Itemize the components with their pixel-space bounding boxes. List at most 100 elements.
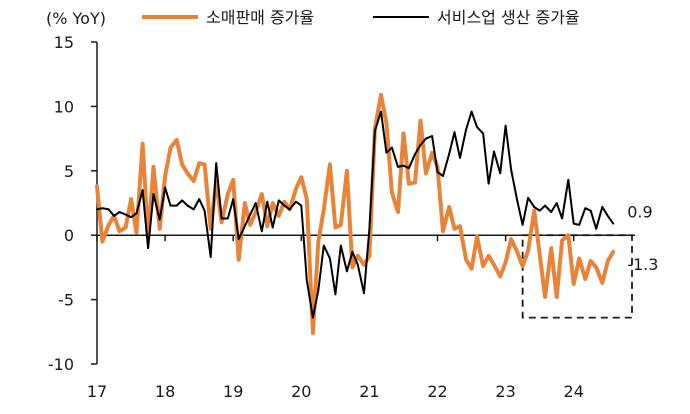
data-point xyxy=(130,216,132,218)
data-point xyxy=(152,166,155,168)
data-point xyxy=(232,179,234,181)
data-point xyxy=(244,202,246,204)
data-point xyxy=(601,282,603,284)
data-point xyxy=(453,228,456,230)
data-point xyxy=(459,225,461,227)
data-point xyxy=(159,228,161,230)
data-point xyxy=(414,181,416,183)
data-point xyxy=(522,224,524,226)
data-point xyxy=(306,198,308,200)
x-tick-label: 21 xyxy=(359,382,379,401)
end-value-annotations: 0.9 -1.3 xyxy=(627,203,658,274)
data-point xyxy=(488,183,490,185)
data-point xyxy=(493,150,495,153)
data-point xyxy=(505,125,507,127)
data-point xyxy=(193,208,195,210)
data-point xyxy=(323,208,325,210)
data-point xyxy=(255,211,257,213)
data-point xyxy=(334,226,336,229)
data-point xyxy=(300,205,302,207)
data-point xyxy=(391,147,393,149)
data-point xyxy=(249,214,251,216)
x-tick-label: 24 xyxy=(564,382,584,401)
data-point xyxy=(607,260,609,262)
data-point xyxy=(425,138,427,140)
data-point xyxy=(187,205,189,207)
data-point xyxy=(272,202,274,204)
data-point xyxy=(368,255,370,257)
data-point xyxy=(118,211,121,213)
data-point xyxy=(607,215,609,217)
data-point xyxy=(181,199,183,201)
data-point xyxy=(278,215,280,217)
data-point xyxy=(125,226,127,229)
data-point xyxy=(368,228,370,230)
data-point xyxy=(176,139,178,141)
data-point xyxy=(471,268,473,270)
data-point xyxy=(238,259,240,261)
data-point xyxy=(573,223,575,225)
data-point xyxy=(584,278,586,280)
data-point xyxy=(595,266,597,268)
data-point xyxy=(419,120,422,122)
data-point xyxy=(578,224,580,226)
data-point xyxy=(380,94,382,96)
data-point xyxy=(135,212,138,214)
data-point xyxy=(312,332,314,334)
data-point xyxy=(425,172,427,174)
data-point xyxy=(453,131,456,133)
data-point xyxy=(380,111,382,113)
data-point xyxy=(142,189,144,191)
data-point xyxy=(408,183,410,185)
data-point xyxy=(351,266,353,268)
data-point xyxy=(556,296,558,298)
data-point xyxy=(402,165,405,167)
data-point xyxy=(152,193,155,195)
data-point xyxy=(323,244,325,247)
x-tick-label: 23 xyxy=(495,382,515,401)
data-point xyxy=(96,208,98,210)
data-point xyxy=(227,217,229,220)
data-point xyxy=(317,290,319,292)
y-tick-label: 15 xyxy=(54,33,74,52)
data-point xyxy=(357,264,359,266)
x-tick-label: 19 xyxy=(223,382,243,401)
data-point xyxy=(221,217,223,220)
data-point xyxy=(573,283,575,285)
data-point xyxy=(612,251,614,253)
data-point xyxy=(374,130,376,132)
data-point xyxy=(176,205,178,207)
data-point xyxy=(210,228,212,230)
data-point xyxy=(125,214,127,216)
data-point xyxy=(601,206,603,208)
data-point xyxy=(346,270,348,272)
data-point xyxy=(516,251,518,253)
x-tick-label: 18 xyxy=(155,382,175,401)
data-point xyxy=(595,228,597,230)
data-point xyxy=(567,179,569,181)
data-point xyxy=(289,208,291,210)
data-point xyxy=(357,255,359,257)
data-point xyxy=(266,201,268,203)
data-point xyxy=(108,224,110,226)
data-point xyxy=(210,256,212,258)
data-point xyxy=(108,208,110,210)
data-point xyxy=(385,122,387,124)
data-point xyxy=(408,167,410,169)
end-value-label: 0.9 xyxy=(627,203,652,222)
data-point xyxy=(204,163,206,165)
data-point xyxy=(261,230,263,232)
data-point xyxy=(193,180,195,182)
data-point xyxy=(561,239,563,241)
data-point xyxy=(442,230,444,232)
data-point xyxy=(113,215,115,217)
data-point xyxy=(317,241,319,243)
legend: 소매판매 증가율 서비스업 생산 증가율 xyxy=(142,8,580,27)
highlight-box xyxy=(521,234,633,319)
data-point xyxy=(329,163,331,165)
data-point xyxy=(550,211,552,213)
data-point xyxy=(295,201,297,203)
data-point xyxy=(544,205,546,207)
data-point xyxy=(232,198,234,200)
data-point xyxy=(261,193,263,195)
